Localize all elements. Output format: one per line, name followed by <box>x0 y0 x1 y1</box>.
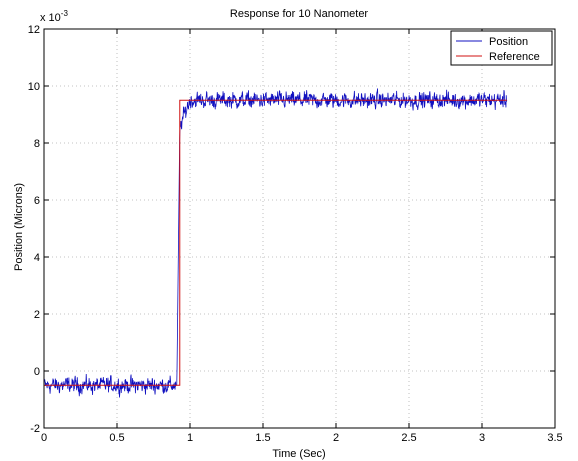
legend-box <box>450 30 553 66</box>
y-tick-label: 8 <box>34 138 40 150</box>
chart-title: Response for 10 Nanometer <box>230 8 369 20</box>
y-tick-label: 6 <box>34 195 40 207</box>
y-tick-label: 10 <box>28 81 40 93</box>
y-tick-label: 0 <box>34 366 40 378</box>
y-tick-label: 12 <box>28 24 40 36</box>
legend: Position Reference <box>450 30 553 66</box>
y-axis-title: Position (Microns) <box>13 183 25 271</box>
x-tick-label: 1 <box>187 432 193 444</box>
legend-label-reference: Reference <box>489 51 540 63</box>
x-axis-title: Time (Sec) <box>272 448 325 460</box>
y-tick-label: 2 <box>34 309 40 321</box>
x-tick-label: 3.5 <box>547 432 562 444</box>
y-multiplier-exponent: -3 <box>61 9 69 18</box>
y-tick-label: 4 <box>34 252 40 264</box>
grid <box>44 29 555 428</box>
y-multiplier: x 10-3 <box>40 9 68 24</box>
reference-series-line <box>44 99 507 386</box>
y-tick-label: -2 <box>30 423 40 435</box>
x-tick-label: 3 <box>479 432 485 444</box>
legend-label-position: Position <box>489 36 528 48</box>
y-multiplier-base: x 10 <box>40 12 61 24</box>
traces <box>43 88 508 398</box>
position-series-line <box>43 88 508 398</box>
x-tick-label: 0 <box>41 432 47 444</box>
x-tick-label: 2 <box>333 432 339 444</box>
plot-frame <box>43 28 556 429</box>
x-tick-label: 0.5 <box>109 432 124 444</box>
x-tick-label: 1.5 <box>255 432 270 444</box>
x-tick-label: 2.5 <box>401 432 416 444</box>
